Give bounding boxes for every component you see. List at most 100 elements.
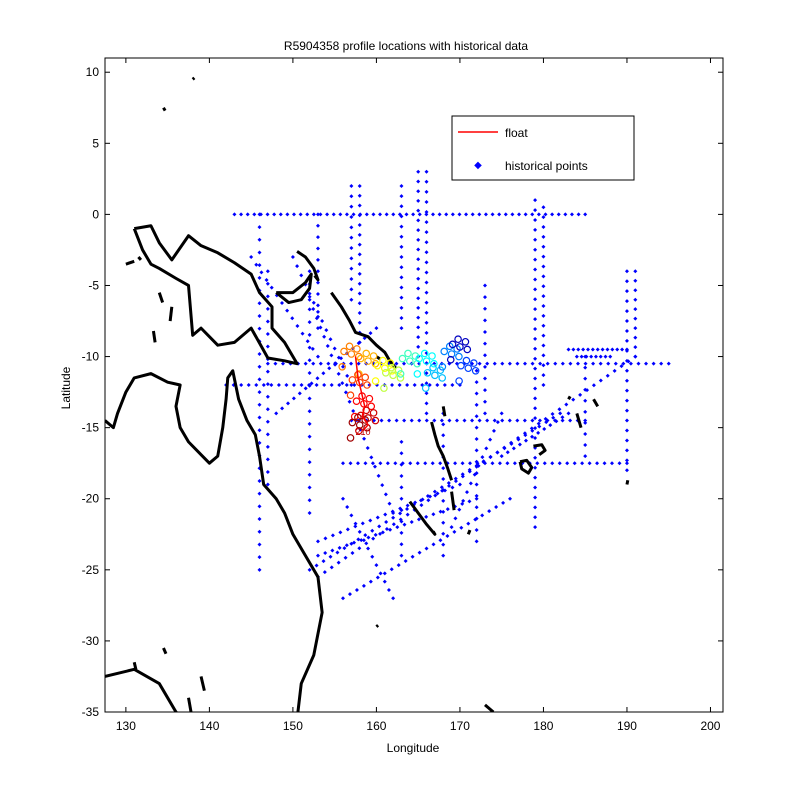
historical-point bbox=[378, 212, 383, 217]
coastline-solomon-islands bbox=[330, 291, 397, 369]
coastline-layer bbox=[105, 76, 630, 712]
historical-point bbox=[399, 315, 404, 320]
historical-point bbox=[417, 418, 422, 423]
historical-point bbox=[330, 548, 335, 553]
historical-point bbox=[257, 428, 262, 433]
historical-point bbox=[307, 358, 312, 363]
historical-point bbox=[624, 309, 629, 314]
historical-point bbox=[633, 326, 638, 331]
historical-point bbox=[368, 331, 373, 336]
historical-point bbox=[265, 444, 270, 449]
historical-point bbox=[388, 527, 393, 532]
historical-point bbox=[315, 235, 320, 240]
historical-point bbox=[441, 509, 446, 514]
historical-point bbox=[399, 326, 404, 331]
float-profile-point bbox=[396, 374, 405, 382]
historical-point bbox=[408, 461, 413, 466]
historical-point bbox=[416, 267, 421, 272]
historical-point bbox=[399, 285, 404, 290]
float-profile-point bbox=[423, 368, 432, 377]
historical-point bbox=[439, 418, 444, 423]
historical-point bbox=[541, 353, 546, 358]
historical-point bbox=[357, 529, 362, 534]
y-tick-label: -10 bbox=[82, 350, 100, 364]
float-profile-point bbox=[346, 391, 355, 400]
float-profile-point bbox=[446, 355, 455, 364]
historical-point bbox=[474, 380, 479, 385]
historical-point bbox=[328, 337, 333, 342]
historical-point bbox=[659, 361, 664, 366]
historical-point bbox=[541, 274, 546, 279]
historical-point bbox=[265, 457, 270, 462]
historical-point bbox=[424, 546, 429, 551]
historical-point bbox=[644, 361, 649, 366]
historical-point bbox=[402, 418, 407, 423]
historical-point bbox=[363, 461, 368, 466]
historical-point bbox=[403, 558, 408, 563]
x-tick-label: 170 bbox=[450, 719, 470, 733]
historical-point bbox=[398, 511, 403, 516]
x-axis-label: Longitude bbox=[387, 741, 440, 755]
historical-point bbox=[590, 347, 595, 352]
y-tick-label: -15 bbox=[82, 421, 100, 435]
historical-point bbox=[591, 361, 596, 366]
coastline-island bbox=[375, 624, 380, 628]
historical-point bbox=[368, 518, 373, 523]
historical-point bbox=[457, 507, 462, 512]
historical-point bbox=[447, 418, 452, 423]
float-profile-point bbox=[406, 357, 414, 365]
historical-point bbox=[583, 365, 588, 370]
historical-point bbox=[265, 407, 270, 412]
historical-point bbox=[357, 242, 362, 247]
float-profile-point bbox=[346, 434, 355, 442]
float-profile-point bbox=[354, 413, 362, 422]
historical-point bbox=[533, 336, 538, 341]
historical-point bbox=[575, 361, 580, 366]
historical-point bbox=[257, 478, 262, 483]
historical-point bbox=[315, 303, 320, 308]
historical-point bbox=[537, 424, 542, 429]
historical-points-layer bbox=[224, 169, 671, 601]
historical-point bbox=[257, 275, 262, 280]
historical-point bbox=[404, 212, 409, 217]
historical-point bbox=[360, 521, 365, 526]
historical-point bbox=[265, 394, 270, 399]
historical-point bbox=[318, 361, 323, 366]
historical-point bbox=[541, 205, 546, 210]
historical-point bbox=[399, 194, 404, 199]
historical-point bbox=[307, 294, 312, 299]
historical-point bbox=[357, 320, 362, 325]
historical-point bbox=[453, 516, 458, 521]
historical-point bbox=[416, 189, 421, 194]
float-profile-point bbox=[363, 381, 371, 389]
historical-point bbox=[399, 462, 404, 467]
historical-point bbox=[474, 539, 479, 544]
historical-point bbox=[290, 255, 295, 260]
historical-point bbox=[533, 525, 538, 530]
historical-point bbox=[257, 364, 262, 369]
historical-point bbox=[375, 575, 380, 580]
coastline-island bbox=[592, 398, 600, 408]
historical-point bbox=[533, 475, 538, 480]
float-end-label: 210 bbox=[356, 427, 371, 437]
historical-point bbox=[357, 232, 362, 237]
historical-point bbox=[457, 482, 462, 487]
historical-point bbox=[265, 212, 270, 217]
historical-point bbox=[624, 328, 629, 333]
historical-point bbox=[533, 416, 538, 421]
historical-point bbox=[399, 214, 404, 219]
float-profile-point bbox=[463, 345, 472, 354]
historical-point bbox=[550, 212, 555, 217]
historical-point bbox=[424, 169, 429, 174]
historical-point bbox=[568, 361, 573, 366]
historical-point bbox=[497, 212, 502, 217]
historical-point bbox=[533, 386, 538, 391]
historical-point bbox=[399, 255, 404, 260]
historical-point bbox=[265, 369, 270, 374]
historical-point bbox=[378, 461, 383, 466]
historical-point bbox=[624, 358, 629, 363]
historical-point bbox=[441, 466, 446, 471]
historical-point bbox=[307, 447, 312, 452]
historical-point bbox=[341, 596, 346, 601]
historical-point bbox=[349, 204, 354, 209]
